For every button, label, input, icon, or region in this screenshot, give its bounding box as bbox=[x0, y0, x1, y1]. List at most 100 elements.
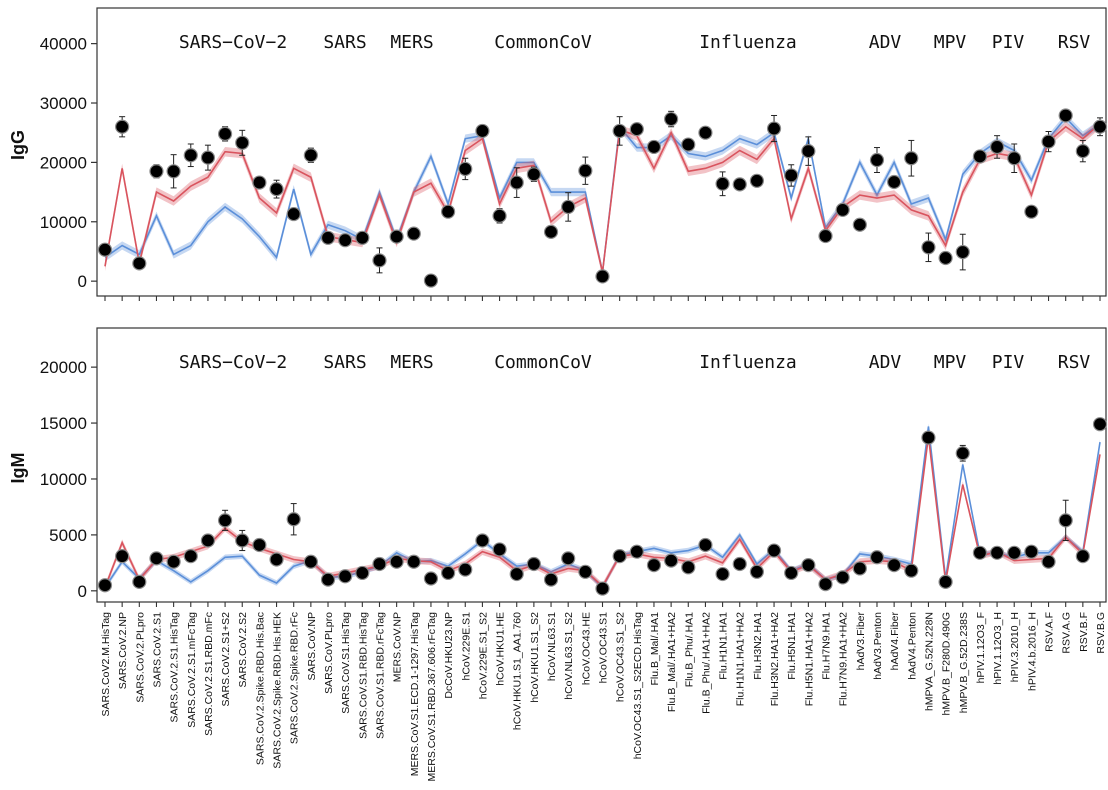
x-tick-label: hCoV.HKU1.S1_S2 bbox=[529, 612, 541, 703]
data-point bbox=[355, 565, 370, 581]
data-point bbox=[269, 552, 284, 567]
data-point bbox=[320, 230, 336, 245]
data-point bbox=[509, 175, 524, 190]
data-point bbox=[149, 164, 164, 179]
x-tick-label: SARS.CoV.2.PLpro bbox=[134, 612, 146, 703]
data-point bbox=[1024, 204, 1039, 219]
data-point bbox=[303, 148, 318, 163]
data-point bbox=[252, 175, 267, 190]
x-tick-label: DcCoV.HKU23.NP bbox=[443, 612, 455, 699]
x-tick-label: hAdV4.Fiber bbox=[889, 612, 901, 671]
x-tick-label: RSV.B.F bbox=[1078, 612, 1090, 652]
y-tick-label: 0 bbox=[78, 272, 87, 291]
data-point bbox=[132, 574, 147, 589]
x-tick-label: SARS.CoV.2.Spike.RBD.His.Bac bbox=[254, 612, 266, 765]
x-tick-label: hMPVA_G.52N.228N bbox=[923, 612, 935, 711]
group-label: SARS−CoV−2 bbox=[179, 352, 287, 373]
data-point bbox=[715, 566, 730, 582]
x-tick-label: hMPV.B_G.52D.238S bbox=[958, 612, 970, 713]
data-point bbox=[1092, 417, 1108, 432]
data-point bbox=[766, 121, 782, 136]
x-tick-label: Flu.B_Mal/.HA1 bbox=[649, 612, 661, 686]
x-tick-label: RSV.B.G bbox=[1095, 612, 1107, 654]
x-tick-label: Flu.H1N1.HA1+HA2 bbox=[735, 612, 747, 706]
x-tick-label: hCoV.229E.S1 bbox=[460, 612, 472, 681]
x-tick-label: Flu.H7N9.HA1+HA2 bbox=[838, 612, 850, 706]
data-point bbox=[235, 135, 250, 150]
data-point bbox=[492, 208, 507, 223]
x-tick-label: hCoV.NL63.S1_S2 bbox=[563, 612, 575, 700]
x-tick-label: hAdV3.Fiber bbox=[855, 612, 867, 671]
data-point bbox=[200, 150, 216, 165]
x-tick-label: RSV.A.F bbox=[1044, 612, 1056, 652]
x-tick-label: SARS.CoV.S1.RBD.HisTag bbox=[357, 612, 369, 739]
group-label: RSV bbox=[1058, 352, 1091, 373]
data-point bbox=[355, 230, 370, 245]
data-point bbox=[526, 556, 541, 572]
group-label: Influenza bbox=[699, 32, 797, 53]
x-tick-label: Flu.H7N9.HA1 bbox=[821, 612, 833, 680]
x-tick-label: hCoV.OC43.HE bbox=[580, 612, 592, 685]
data-point bbox=[406, 554, 421, 569]
data-point bbox=[732, 177, 747, 192]
data-point bbox=[955, 446, 970, 461]
data-point bbox=[595, 269, 610, 284]
y-tick-label: 0 bbox=[78, 582, 87, 601]
data-point bbox=[441, 565, 456, 581]
x-tick-label: hCoV.OC43.S1_S2 bbox=[615, 612, 627, 702]
y-axis-label: IgG bbox=[8, 130, 28, 160]
group-label: SARS−CoV−2 bbox=[179, 32, 287, 53]
data-point bbox=[543, 572, 559, 587]
x-tick-label: MERS.CoV.S1.RBD.367.606.rFcTag bbox=[426, 612, 438, 782]
x-tick-label: SARS.CoV2.M.HisTag bbox=[100, 612, 112, 717]
data-point bbox=[423, 273, 439, 288]
group-label: MERS bbox=[390, 352, 433, 373]
data-point bbox=[715, 176, 730, 191]
x-tick-label: hAdV3.Penton bbox=[872, 612, 884, 680]
data-point bbox=[526, 167, 541, 182]
group-label: PIV bbox=[992, 352, 1025, 373]
x-tick-label: Flu.H5N1.HA1+HA2 bbox=[803, 612, 815, 706]
data-point bbox=[852, 217, 867, 232]
data-point bbox=[115, 119, 130, 134]
data-point bbox=[835, 202, 850, 217]
data-point bbox=[492, 542, 507, 557]
data-point bbox=[732, 556, 747, 572]
x-tick-label: hPIV.1.12O3_H bbox=[992, 612, 1004, 685]
data-point bbox=[115, 549, 130, 564]
x-tick-label: hAdV4.Penton bbox=[906, 612, 918, 680]
data-point bbox=[1007, 151, 1022, 166]
series-band bbox=[105, 113, 1100, 277]
x-tick-label: SARS.CoV.2.S1.RBD.mFc bbox=[203, 612, 215, 736]
x-tick-label: hPIV.4.b.2016_H bbox=[1026, 612, 1038, 691]
group-label: ADV bbox=[869, 352, 902, 373]
x-tick-label: MERS.CoV.S1.ECD.1-1297.HisTag bbox=[409, 612, 421, 776]
igg-panel: 0 10000 20000 30000 40000 IgG SARS−CoV−2 SARS ME… bbox=[8, 7, 1108, 301]
data-point bbox=[406, 226, 421, 241]
data-point bbox=[1007, 545, 1022, 560]
data-point bbox=[1092, 119, 1108, 134]
data-point bbox=[629, 544, 644, 559]
data-point bbox=[921, 240, 936, 255]
data-point bbox=[217, 513, 233, 528]
data-point bbox=[595, 581, 610, 596]
data-point bbox=[166, 554, 181, 569]
data-point bbox=[784, 168, 799, 183]
data-point bbox=[543, 224, 559, 239]
x-tick-label: SARS.CoV.2.S1.HisTag bbox=[169, 612, 181, 723]
data-point bbox=[887, 174, 902, 190]
data-point bbox=[852, 561, 867, 576]
data-point bbox=[681, 137, 696, 152]
group-label: SARS bbox=[323, 32, 366, 53]
data-point bbox=[200, 533, 216, 548]
x-axis-labels: SARS.CoV2.M.HisTag SARS.CoV.2.NP SARS.CoV.… bbox=[100, 612, 1107, 782]
y-tick-label: 10000 bbox=[40, 213, 87, 232]
data-point bbox=[1024, 544, 1039, 559]
x-tick-label: SARS.CoV.2.S2 bbox=[237, 612, 249, 688]
data-point bbox=[887, 557, 902, 573]
data-point bbox=[561, 551, 576, 566]
x-tick-label: hPIV.3.2010_H bbox=[1009, 612, 1021, 682]
data-point bbox=[372, 556, 387, 572]
x-tick-label: Flu.B_Phu/.HA1+HA2 bbox=[700, 612, 712, 714]
y-tick-label: 20000 bbox=[40, 358, 87, 377]
